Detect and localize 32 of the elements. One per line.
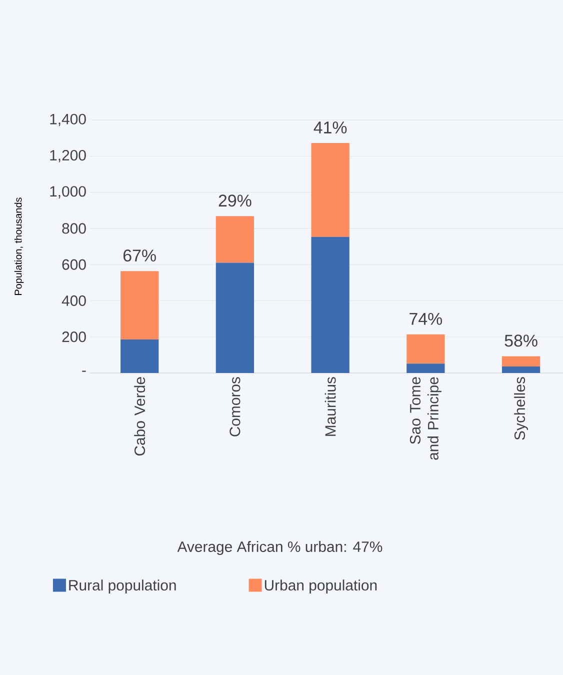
y-tick-label: - [82,370,86,372]
y-tick-label: 1,000 [50,186,86,198]
x-tick-label: Cabo Verde [134,377,146,456]
bar [502,356,540,366]
bar [502,366,540,373]
legend-label: Rural population [69,580,176,594]
y-tick-label: 200 [62,332,86,342]
y-tick-label: 1,400 [50,114,86,126]
y-tick-label: 600 [62,259,86,270]
y-tick-label: 400 [62,295,86,306]
bar [120,340,159,373]
legend-label: Urban population [264,580,377,594]
annotation: 74% [410,312,442,325]
x-tick-label: Mauritius [324,377,336,436]
text: Average African % urban: 47% [177,541,382,555]
bar [120,271,159,340]
bar [406,334,445,364]
y-tick-label: 800 [62,223,86,234]
bar [216,216,254,263]
annotation: 29% [218,194,252,207]
bar [311,142,350,237]
x-tick-label: Sao Tome and Principe [410,377,442,460]
bar [406,364,445,373]
annotation: 41% [314,122,347,134]
annotation: 67% [124,250,156,262]
x-tick-label: Sychelles [514,377,528,440]
y-tick-label: 1,200 [50,150,86,162]
annotation: 58% [504,334,538,347]
y-axis-title: Population, thousands [14,198,24,295]
bar [311,236,350,373]
x-tick-label: Comoros [230,377,240,436]
bar [216,262,254,373]
